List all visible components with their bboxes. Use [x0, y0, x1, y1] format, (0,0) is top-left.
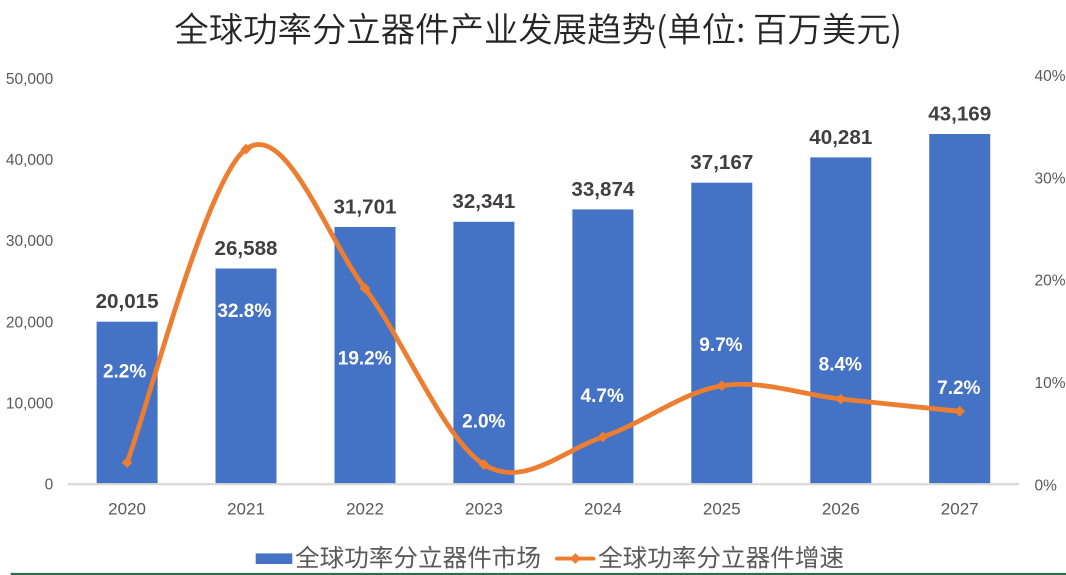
- svg-text:2027: 2027: [941, 499, 979, 518]
- svg-text:9.7%: 9.7%: [699, 335, 742, 356]
- svg-text:30,000: 30,000: [6, 233, 54, 250]
- svg-text:26,588: 26,588: [215, 237, 278, 260]
- svg-text:2023: 2023: [465, 499, 503, 518]
- svg-text:0: 0: [45, 477, 54, 494]
- svg-text:32,341: 32,341: [452, 190, 515, 213]
- svg-text:8.4%: 8.4%: [819, 354, 862, 375]
- svg-text:20%: 20%: [1035, 273, 1066, 290]
- svg-text:10,000: 10,000: [6, 396, 54, 413]
- svg-text:2.0%: 2.0%: [462, 412, 505, 433]
- svg-text:0%: 0%: [1035, 478, 1058, 495]
- svg-text:2026: 2026: [822, 499, 860, 518]
- svg-text:4.7%: 4.7%: [581, 386, 624, 407]
- svg-text:40,000: 40,000: [6, 152, 54, 169]
- svg-text:2020: 2020: [108, 499, 146, 518]
- svg-text:2021: 2021: [227, 499, 265, 518]
- svg-text:2024: 2024: [584, 499, 622, 518]
- svg-text:2022: 2022: [346, 499, 384, 518]
- svg-text:31,701: 31,701: [334, 195, 397, 218]
- svg-text:20,015: 20,015: [96, 290, 159, 313]
- svg-text:7.2%: 7.2%: [937, 378, 980, 399]
- svg-text:33,874: 33,874: [571, 178, 635, 201]
- svg-text:40,281: 40,281: [809, 126, 872, 149]
- svg-text:19.2%: 19.2%: [338, 348, 392, 369]
- svg-text:2025: 2025: [703, 499, 741, 518]
- svg-text:43,169: 43,169: [928, 102, 991, 125]
- svg-text:30%: 30%: [1035, 170, 1066, 187]
- svg-text:32.8%: 32.8%: [217, 301, 271, 322]
- svg-text:50,000: 50,000: [6, 71, 54, 88]
- svg-text:40%: 40%: [1035, 68, 1066, 85]
- svg-text:37,167: 37,167: [690, 151, 753, 174]
- svg-text:10%: 10%: [1035, 375, 1066, 392]
- svg-text:2.2%: 2.2%: [103, 362, 146, 383]
- svg-text:20,000: 20,000: [6, 314, 54, 331]
